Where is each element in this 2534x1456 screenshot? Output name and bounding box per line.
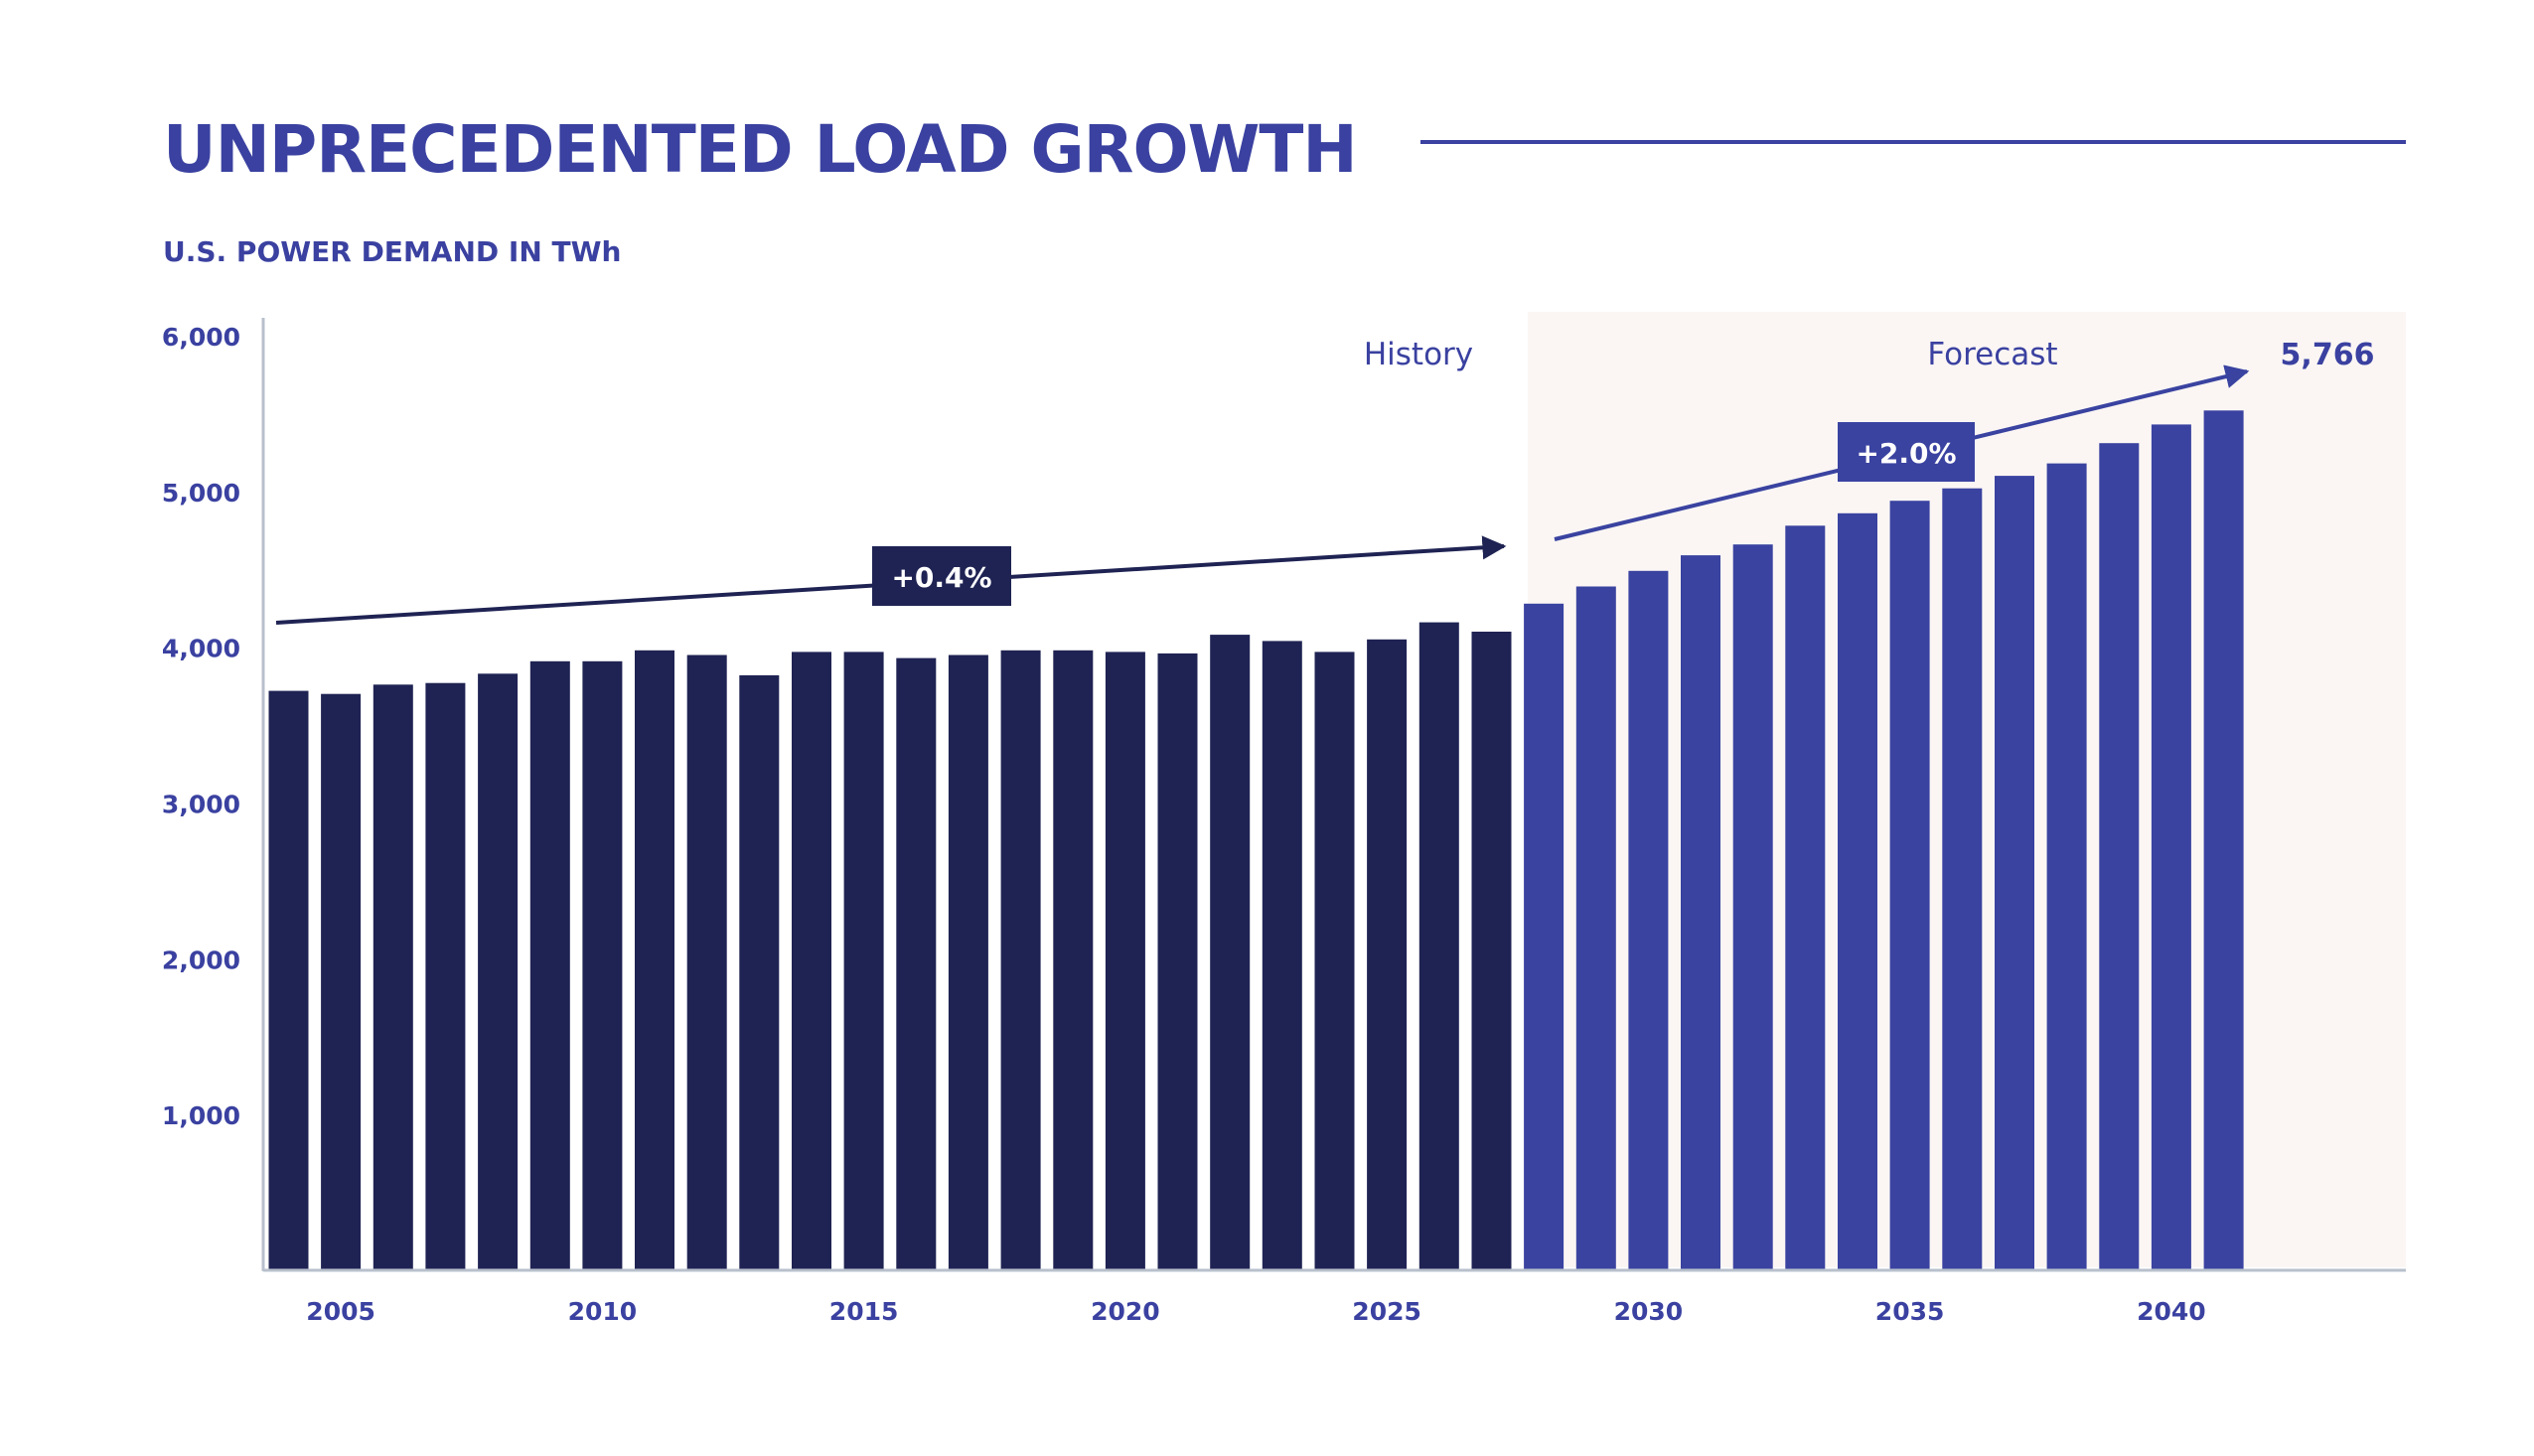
bar-2025 — [1367, 639, 1408, 1270]
x-tick-label: 2005 — [306, 1297, 375, 1326]
bar-2018 — [1000, 650, 1041, 1270]
end-value-label: 5,766 — [2281, 338, 2375, 372]
y-tick-label: 6,000 — [162, 323, 240, 352]
bar-2023 — [1262, 641, 1302, 1270]
bar-2024 — [1314, 652, 1355, 1270]
bar-2013 — [739, 674, 780, 1270]
bar-2040 — [2151, 424, 2191, 1270]
x-tick-label: 2015 — [829, 1297, 899, 1326]
bar-2006 — [373, 684, 413, 1270]
y-tick-label: 3,000 — [162, 791, 240, 819]
bar-2016 — [896, 657, 937, 1270]
y-tick-label: 4,000 — [162, 635, 240, 663]
bar-2032 — [1732, 544, 1773, 1270]
bar-2004 — [268, 690, 309, 1270]
forecast-growth-label: +2.0% — [1856, 437, 1956, 470]
region-label-forecast: Forecast — [1927, 337, 2057, 372]
bar-2035 — [1889, 501, 1930, 1270]
bar-2034 — [1838, 512, 1877, 1270]
bar-2014 — [792, 652, 831, 1270]
bar-2037 — [1995, 476, 2034, 1271]
bar-2038 — [2046, 463, 2087, 1271]
bar-2012 — [686, 655, 727, 1270]
x-axis-ticks: 2005 2010 2015 2020 2025 2030 2035 2040 — [306, 1297, 2205, 1326]
x-tick-label: 2040 — [2137, 1297, 2206, 1326]
bar-2020 — [1105, 652, 1145, 1270]
title-divider — [1420, 140, 2406, 144]
bar-2015 — [843, 652, 884, 1270]
bar-2022 — [1210, 635, 1251, 1270]
x-tick-label: 2020 — [1091, 1297, 1160, 1326]
bar-2030 — [1628, 570, 1669, 1270]
history-growth-badge — [872, 546, 1011, 606]
region-label-history: History — [1364, 337, 1473, 372]
chart-subtitle: U.S. POWER DEMAND IN TWh — [163, 235, 622, 268]
x-tick-label: 2035 — [1875, 1297, 1945, 1326]
bars-group — [268, 410, 2244, 1271]
bar-2008 — [478, 673, 519, 1270]
y-tick-label: 1,000 — [162, 1101, 240, 1130]
bar-2011 — [635, 650, 674, 1270]
x-tick-label: 2010 — [568, 1297, 638, 1326]
bar-2005 — [321, 693, 362, 1270]
bar-2007 — [425, 682, 466, 1270]
x-tick-label: 2030 — [1614, 1297, 1684, 1326]
forecast-growth-badge — [1838, 422, 1975, 482]
y-tick-label: 2,000 — [162, 946, 240, 974]
history-growth-label: +0.4% — [891, 561, 991, 594]
bar-2017 — [948, 655, 988, 1270]
y-tick-label: 5,000 — [162, 479, 240, 508]
bar-2036 — [1942, 488, 1983, 1270]
y-axis-ticks: 1,000 2,000 3,000 4,000 5,000 6,000 — [162, 323, 240, 1130]
bar-2041 — [2203, 410, 2244, 1270]
bar-2009 — [529, 660, 570, 1270]
bar-2027 — [1471, 632, 1512, 1270]
bar-2026 — [1418, 622, 1459, 1270]
bar-2029 — [1575, 586, 1616, 1270]
bar-2031 — [1681, 555, 1720, 1270]
bar-2010 — [582, 660, 623, 1270]
bar-2028 — [1524, 603, 1565, 1270]
x-tick-label: 2025 — [1352, 1297, 1421, 1326]
bar-2039 — [2099, 443, 2140, 1270]
bar-2033 — [1785, 525, 1826, 1270]
bar-2019 — [1053, 650, 1094, 1270]
bar-2021 — [1157, 653, 1198, 1270]
page-title: UNPRECEDENTED LOAD GROWTH — [163, 111, 1358, 188]
